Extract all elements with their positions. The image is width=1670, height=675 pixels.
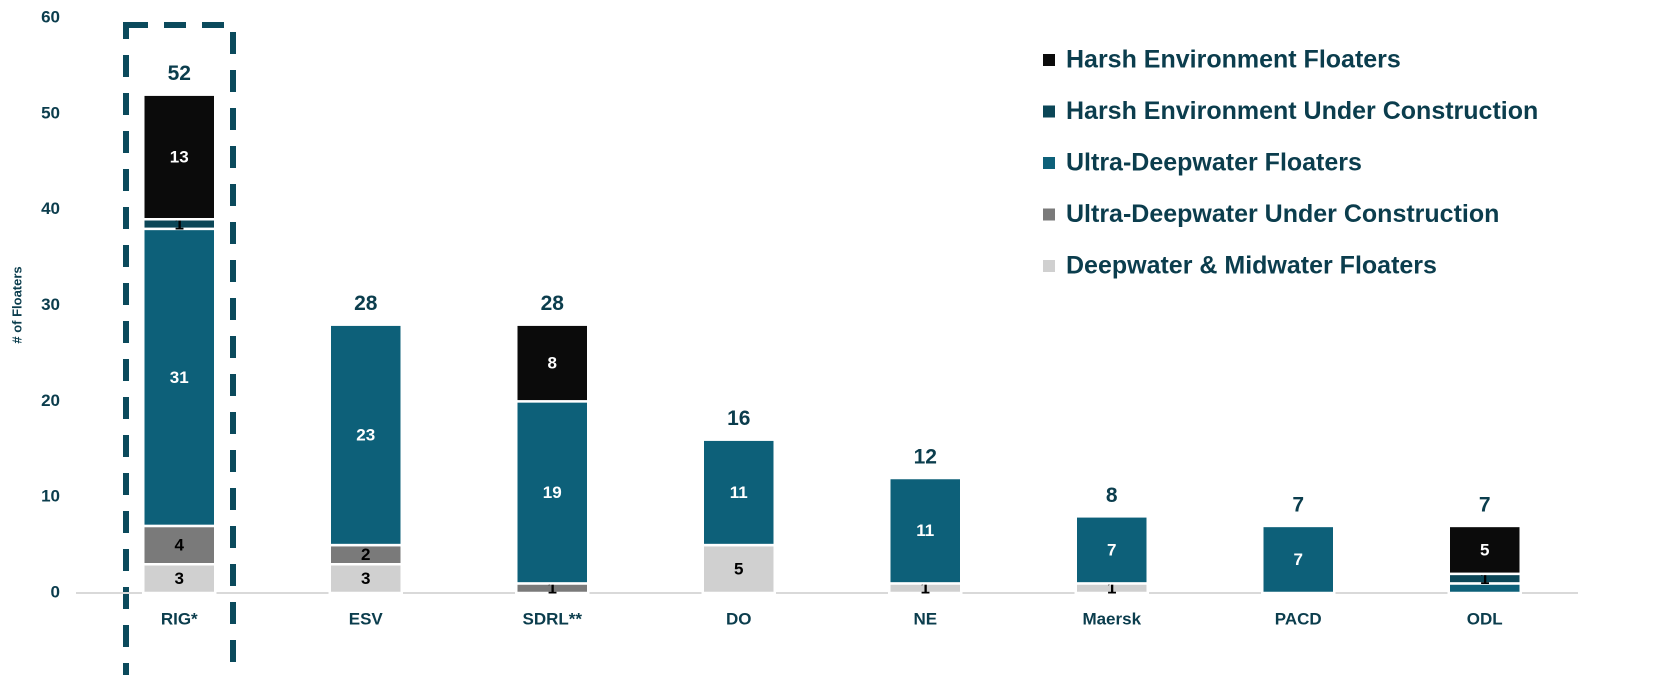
bar-segment <box>1074 515 1149 585</box>
x-tick-label: PACD <box>1275 609 1322 628</box>
y-tick-label: 20 <box>41 391 60 410</box>
data-label: 13 <box>170 147 189 166</box>
data-label: 3 <box>361 569 370 588</box>
data-label: 23 <box>356 425 375 444</box>
y-tick-label: 0 <box>51 582 60 601</box>
legend-label: Ultra-Deepwater Floaters <box>1066 149 1362 177</box>
x-tick-label: NE <box>913 609 937 628</box>
data-label: 7 <box>1107 540 1116 559</box>
legend-label: Ultra-Deepwater Under Construction <box>1066 200 1499 228</box>
data-label: 1 <box>921 579 930 598</box>
bar-segment <box>328 323 403 547</box>
bar-segment <box>515 323 590 403</box>
data-label: 1 <box>1480 569 1489 588</box>
data-label: 2 <box>361 545 370 564</box>
bar-segment <box>888 476 963 585</box>
data-label: 7 <box>1294 550 1303 569</box>
total-label: 52 <box>168 62 191 85</box>
y-tick-label: 30 <box>41 295 60 314</box>
highlight-box <box>123 22 236 675</box>
total-label: 7 <box>1479 493 1491 516</box>
data-label: 1 <box>548 579 557 598</box>
total-label: 16 <box>727 407 750 430</box>
y-tick-label: 10 <box>41 487 60 506</box>
x-tick-label: RIG* <box>161 609 198 628</box>
y-tick-label: 40 <box>41 199 60 218</box>
total-label: 7 <box>1292 493 1304 516</box>
y-tick-label: 50 <box>41 103 60 122</box>
legend-label: Deepwater & Midwater Floaters <box>1066 252 1437 280</box>
data-label: 1 <box>1107 579 1116 598</box>
legend-swatch <box>1043 157 1055 169</box>
data-label: 19 <box>543 483 562 502</box>
x-tick-label: ESV <box>349 609 384 628</box>
bar-segment <box>142 93 217 221</box>
legend-label: Harsh Environment Floaters <box>1066 46 1401 74</box>
data-label: 4 <box>175 536 185 555</box>
data-label: 5 <box>734 560 743 579</box>
bar-segment <box>1261 524 1336 595</box>
y-tick-label: 60 <box>41 7 60 26</box>
data-label: 8 <box>548 353 557 372</box>
total-label: 28 <box>354 292 378 315</box>
data-label: 11 <box>916 521 934 540</box>
data-label: 3 <box>175 569 184 588</box>
total-label: 8 <box>1106 484 1118 507</box>
data-label: 31 <box>170 368 189 387</box>
data-label: 5 <box>1480 540 1489 559</box>
legend-swatch <box>1043 208 1055 221</box>
data-label: 11 <box>730 483 748 502</box>
bar-segment <box>701 543 776 595</box>
y-axis-label: # of Floaters <box>9 266 24 343</box>
x-tick-label: DO <box>726 609 752 628</box>
bar-segment <box>142 227 217 528</box>
total-label: 28 <box>541 292 565 315</box>
x-tick-label: SDRL** <box>522 609 582 628</box>
legend-swatch <box>1043 105 1055 118</box>
legend-swatch <box>1043 260 1055 272</box>
legend-label: Harsh Environment Under Construction <box>1066 97 1538 125</box>
legend-swatch <box>1043 54 1055 66</box>
x-tick-label: ODL <box>1467 609 1503 628</box>
x-tick-label: Maersk <box>1082 609 1141 628</box>
bar-segment <box>1447 524 1522 576</box>
total-label: 12 <box>914 446 937 469</box>
data-label: 1 <box>175 215 184 234</box>
bar-segment <box>515 400 590 585</box>
bar-segment <box>701 438 776 547</box>
